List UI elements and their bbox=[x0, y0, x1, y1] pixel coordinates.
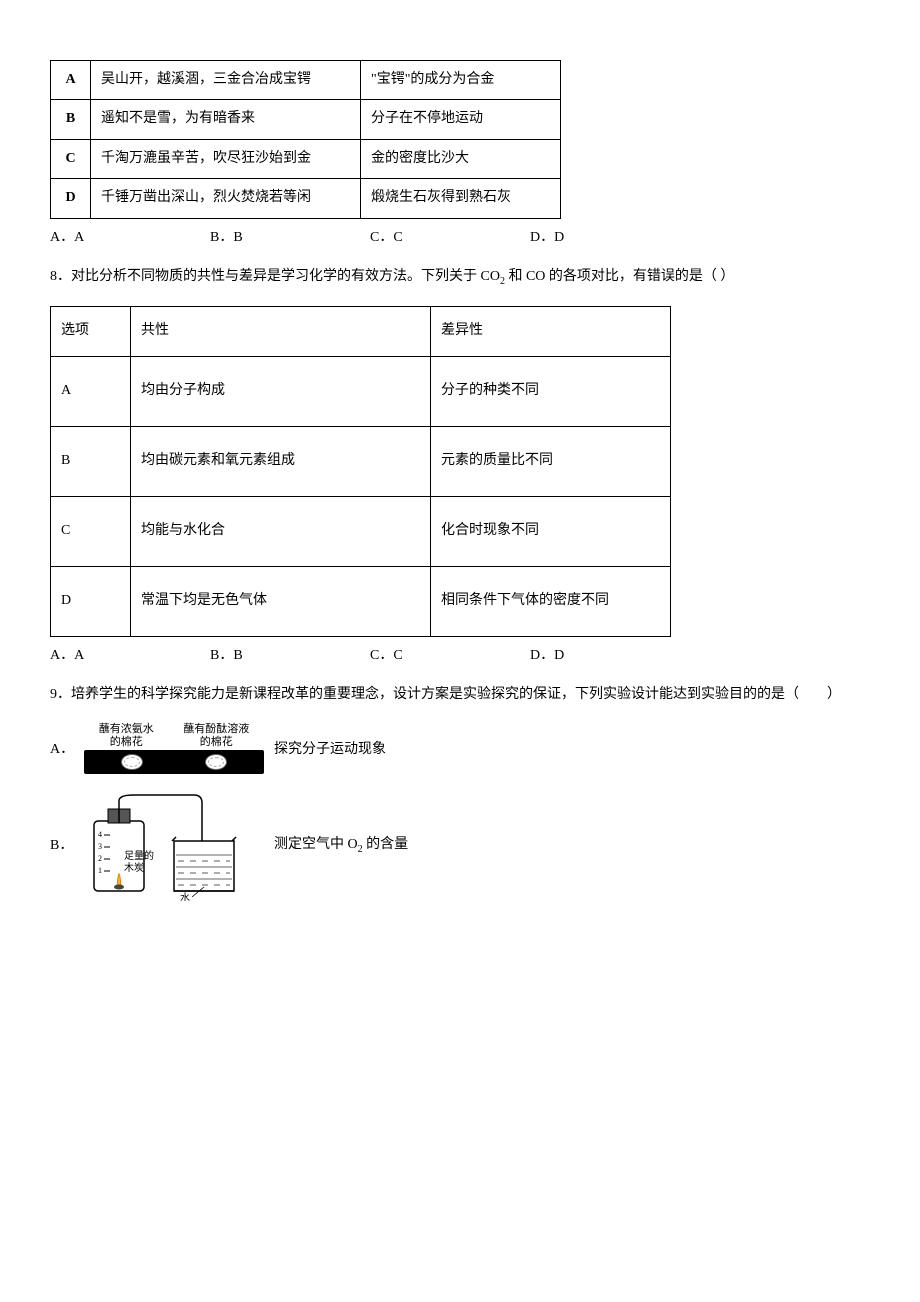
option-d: D．D bbox=[530, 227, 690, 249]
table-row: D千锤万凿出深山，烈火焚烧若等闲煅烧生石灰得到熟石灰 bbox=[51, 179, 561, 218]
table-row: B遥知不是雪，为有暗香来分子在不停地运动 bbox=[51, 100, 561, 139]
diagram-a-label-right: 蘸有酚酞溶液的棉花 bbox=[183, 723, 249, 749]
row-key: C bbox=[51, 139, 91, 178]
row-key: A bbox=[51, 356, 131, 426]
mark-3: 3 bbox=[98, 842, 102, 851]
options-row-1: A．A B．B C．C D．D bbox=[50, 227, 870, 249]
water-label: 水 bbox=[180, 892, 190, 901]
option-a: A．A bbox=[50, 227, 210, 249]
mark-4: 4 bbox=[98, 830, 102, 839]
header-cell: 差异性 bbox=[431, 306, 671, 356]
row-key: B bbox=[51, 100, 91, 139]
header-cell: 选项 bbox=[51, 306, 131, 356]
option-c: C．C bbox=[370, 645, 530, 667]
option-d: D．D bbox=[530, 645, 690, 667]
row-key: D bbox=[51, 179, 91, 218]
sub-b-desc-post: 的含量 bbox=[363, 837, 409, 852]
diagram-a-molecule-tube: 蘸有浓氨水的棉花 蘸有酚酞溶液的棉花 bbox=[84, 723, 264, 777]
sub-option-b: B． 4 3 2 1 足量的 木炭 bbox=[50, 791, 870, 901]
mark-1: 1 bbox=[98, 866, 102, 875]
table-row: C千淘万漉虽辛苦，吹尽狂沙始到金金的密度比沙大 bbox=[51, 139, 561, 178]
charcoal-icon bbox=[114, 885, 124, 890]
cotton-right-icon bbox=[205, 754, 227, 770]
table-row: B均由碳元素和氧元素组成元素的质量比不同 bbox=[51, 426, 671, 496]
table-row: A吴山开，越溪涸，三金合冶成宝锷"宝锷"的成分为合金 bbox=[51, 61, 561, 100]
row-common: 均由碳元素和氧元素组成 bbox=[131, 426, 431, 496]
option-a: A．A bbox=[50, 645, 210, 667]
row-poem: 千淘万漉虽辛苦，吹尽狂沙始到金 bbox=[91, 139, 361, 178]
header-cell: 共性 bbox=[131, 306, 431, 356]
row-poem: 千锤万凿出深山，烈火焚烧若等闲 bbox=[91, 179, 361, 218]
row-diff: 相同条件下气体的密度不同 bbox=[431, 566, 671, 636]
q8-text-pre: 8．对比分析不同物质的共性与差异是学习化学的有效方法。下列关于 CO bbox=[50, 269, 500, 284]
sub-a-label: A． bbox=[50, 739, 74, 761]
row-common: 均由分子构成 bbox=[131, 356, 431, 426]
sub-a-desc: 探究分子运动现象 bbox=[274, 739, 870, 761]
row-key: D bbox=[51, 566, 131, 636]
diagram-a-label-left: 蘸有浓氨水的棉花 bbox=[99, 723, 154, 749]
beaker-icon bbox=[174, 841, 234, 891]
sub-b-desc-pre: 测定空气中 O bbox=[274, 837, 358, 852]
row-explain: "宝锷"的成分为合金 bbox=[361, 61, 561, 100]
row-key: C bbox=[51, 496, 131, 566]
row-diff: 化合时现象不同 bbox=[431, 496, 671, 566]
table-row: A均由分子构成分子的种类不同 bbox=[51, 356, 671, 426]
q8-text-mid: 和 CO 的各项对比，有错误的是（ ） bbox=[505, 269, 734, 284]
row-diff: 元素的质量比不同 bbox=[431, 426, 671, 496]
row-poem: 遥知不是雪，为有暗香来 bbox=[91, 100, 361, 139]
row-poem: 吴山开，越溪涸，三金合冶成宝锷 bbox=[91, 61, 361, 100]
poem-analysis-table: A吴山开，越溪涸，三金合冶成宝锷"宝锷"的成分为合金B遥知不是雪，为有暗香来分子… bbox=[50, 60, 561, 219]
charcoal-label-1: 足量的 bbox=[124, 849, 154, 862]
row-explain: 金的密度比沙大 bbox=[361, 139, 561, 178]
row-common: 常温下均是无色气体 bbox=[131, 566, 431, 636]
row-explain: 煅烧生石灰得到熟石灰 bbox=[361, 179, 561, 218]
mark-2: 2 bbox=[98, 854, 102, 863]
option-b: B．B bbox=[210, 227, 370, 249]
options-row-2: A．A B．B C．C D．D bbox=[50, 645, 870, 667]
option-c: C．C bbox=[370, 227, 530, 249]
table-row: D常温下均是无色气体相同条件下气体的密度不同 bbox=[51, 566, 671, 636]
comparison-table: 选项共性差异性A均由分子构成分子的种类不同B均由碳元素和氧元素组成元素的质量比不… bbox=[50, 306, 671, 637]
row-diff: 分子的种类不同 bbox=[431, 356, 671, 426]
sub-b-desc: 测定空气中 O2 的含量 bbox=[274, 834, 870, 858]
question-9: 9．培养学生的科学探究能力是新课程改革的重要理念，设计方案是实验探究的保证，下列… bbox=[50, 681, 870, 709]
sub-b-label: B． bbox=[50, 835, 74, 857]
row-key: A bbox=[51, 61, 91, 100]
table-header-row: 选项共性差异性 bbox=[51, 306, 671, 356]
cotton-left-icon bbox=[121, 754, 143, 770]
row-common: 均能与水化合 bbox=[131, 496, 431, 566]
question-8: 8．对比分析不同物质的共性与差异是学习化学的有效方法。下列关于 CO2 和 CO… bbox=[50, 263, 870, 292]
diagram-b-oxygen-apparatus: 4 3 2 1 足量的 木炭 水 bbox=[84, 791, 264, 901]
tube-icon bbox=[84, 750, 264, 774]
row-explain: 分子在不停地运动 bbox=[361, 100, 561, 139]
table-row: C均能与水化合化合时现象不同 bbox=[51, 496, 671, 566]
charcoal-label-2: 木炭 bbox=[124, 862, 144, 874]
row-key: B bbox=[51, 426, 131, 496]
sub-option-a: A． 蘸有浓氨水的棉花 蘸有酚酞溶液的棉花 探究分子运动现象 bbox=[50, 723, 870, 777]
option-b: B．B bbox=[210, 645, 370, 667]
